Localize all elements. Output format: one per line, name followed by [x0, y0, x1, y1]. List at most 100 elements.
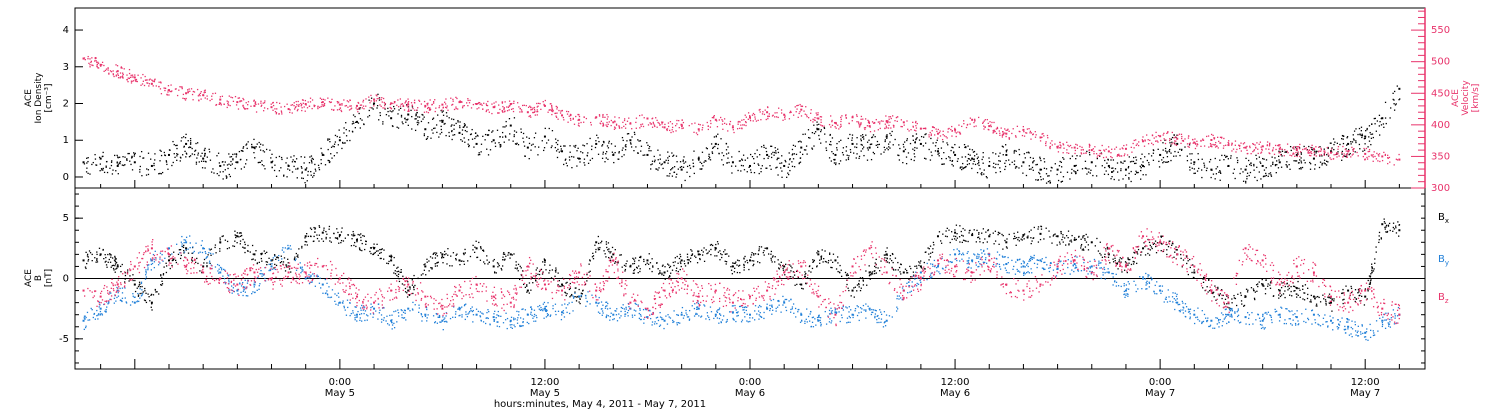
velocity-point: [211, 96, 212, 97]
density-point: [657, 150, 658, 151]
velocity-point: [1279, 151, 1280, 152]
density-point: [195, 143, 196, 144]
velocity-point: [408, 104, 409, 105]
velocity-point: [724, 118, 725, 119]
density-point: [685, 161, 686, 162]
velocity-point: [1346, 150, 1347, 151]
density-point: [297, 168, 298, 169]
density-point: [248, 141, 249, 142]
bx-point: [570, 288, 571, 289]
velocity-point: [1197, 144, 1198, 145]
density-point: [979, 168, 980, 169]
velocity-point: [421, 103, 422, 104]
density-point: [806, 153, 807, 154]
density-point: [1301, 162, 1302, 163]
density-point: [142, 157, 143, 158]
velocity-point: [105, 70, 106, 71]
density-point: [1038, 179, 1039, 180]
bx-point: [1085, 246, 1086, 247]
velocity-point: [662, 122, 663, 123]
velocity-point: [887, 122, 888, 123]
density-point: [1048, 181, 1049, 182]
bx-point: [598, 247, 599, 248]
bx-point: [661, 274, 662, 275]
velocity-point: [498, 112, 499, 113]
density-point: [315, 169, 316, 170]
bx-point: [374, 247, 375, 248]
velocity-point: [236, 104, 237, 105]
velocity-point: [580, 122, 581, 123]
velocity-point: [729, 123, 730, 124]
velocity-point: [117, 73, 118, 74]
velocity-point: [1299, 148, 1300, 149]
velocity-point: [186, 98, 187, 99]
velocity-point: [147, 82, 148, 83]
bx-point: [132, 274, 133, 275]
velocity-point: [861, 116, 862, 117]
density-point: [1175, 155, 1176, 156]
velocity-point: [456, 98, 457, 99]
velocity-point: [1210, 139, 1212, 141]
velocity-point: [563, 119, 564, 120]
bx-point: [430, 267, 431, 268]
velocity-point: [534, 109, 535, 110]
bx-point: [1121, 271, 1122, 272]
bx-point: [424, 270, 425, 271]
velocity-point: [939, 132, 940, 133]
bx-point: [673, 262, 674, 263]
density-point: [449, 136, 450, 137]
velocity-point: [1002, 136, 1003, 137]
density-point: [202, 167, 203, 168]
bx-point: [1112, 259, 1113, 260]
velocity-point: [491, 103, 492, 104]
bx-point: [685, 265, 686, 266]
bx-point: [924, 268, 925, 269]
density-point: [1278, 167, 1279, 168]
velocity-point: [852, 120, 853, 121]
density-point: [842, 152, 843, 153]
density-point: [1014, 151, 1015, 152]
velocity-point: [530, 109, 531, 110]
bx-point: [576, 300, 577, 301]
velocity-point: [235, 96, 236, 97]
velocity-point: [619, 117, 620, 118]
density-point: [112, 173, 113, 174]
density-point: [308, 171, 309, 172]
velocity-point: [885, 124, 886, 125]
density-point: [648, 150, 649, 151]
density-point: [1390, 107, 1391, 108]
bx-point: [872, 271, 873, 272]
density-point: [1168, 161, 1169, 162]
density-point: [953, 151, 954, 152]
bx-point: [959, 225, 960, 226]
bx-point: [750, 257, 751, 258]
density-point: [835, 162, 836, 163]
bx-point: [829, 252, 830, 253]
density-point: [464, 123, 465, 124]
bx-point: [447, 248, 448, 249]
velocity-point: [1180, 143, 1181, 144]
bx-point: [890, 258, 891, 259]
density-point: [280, 167, 281, 168]
density-point: [331, 147, 332, 148]
bx-point: [595, 251, 596, 252]
bx-point: [234, 231, 235, 232]
density-point: [109, 168, 110, 169]
velocity-point: [1093, 153, 1094, 154]
bx-point: [402, 276, 403, 277]
velocity-point: [276, 108, 277, 109]
bx-point: [680, 256, 681, 257]
density-point: [246, 159, 247, 160]
density-point: [154, 169, 155, 170]
bx-point: [1374, 258, 1375, 259]
bx-point: [116, 268, 117, 269]
velocity-point: [1149, 140, 1150, 141]
velocity-point: [710, 126, 711, 127]
velocity-point: [1063, 148, 1064, 149]
bx-point: [266, 252, 267, 253]
velocity-point: [798, 105, 799, 106]
velocity-point: [772, 115, 773, 116]
density-point: [1353, 139, 1354, 140]
velocity-point: [90, 62, 91, 63]
velocity-point: [886, 127, 887, 128]
